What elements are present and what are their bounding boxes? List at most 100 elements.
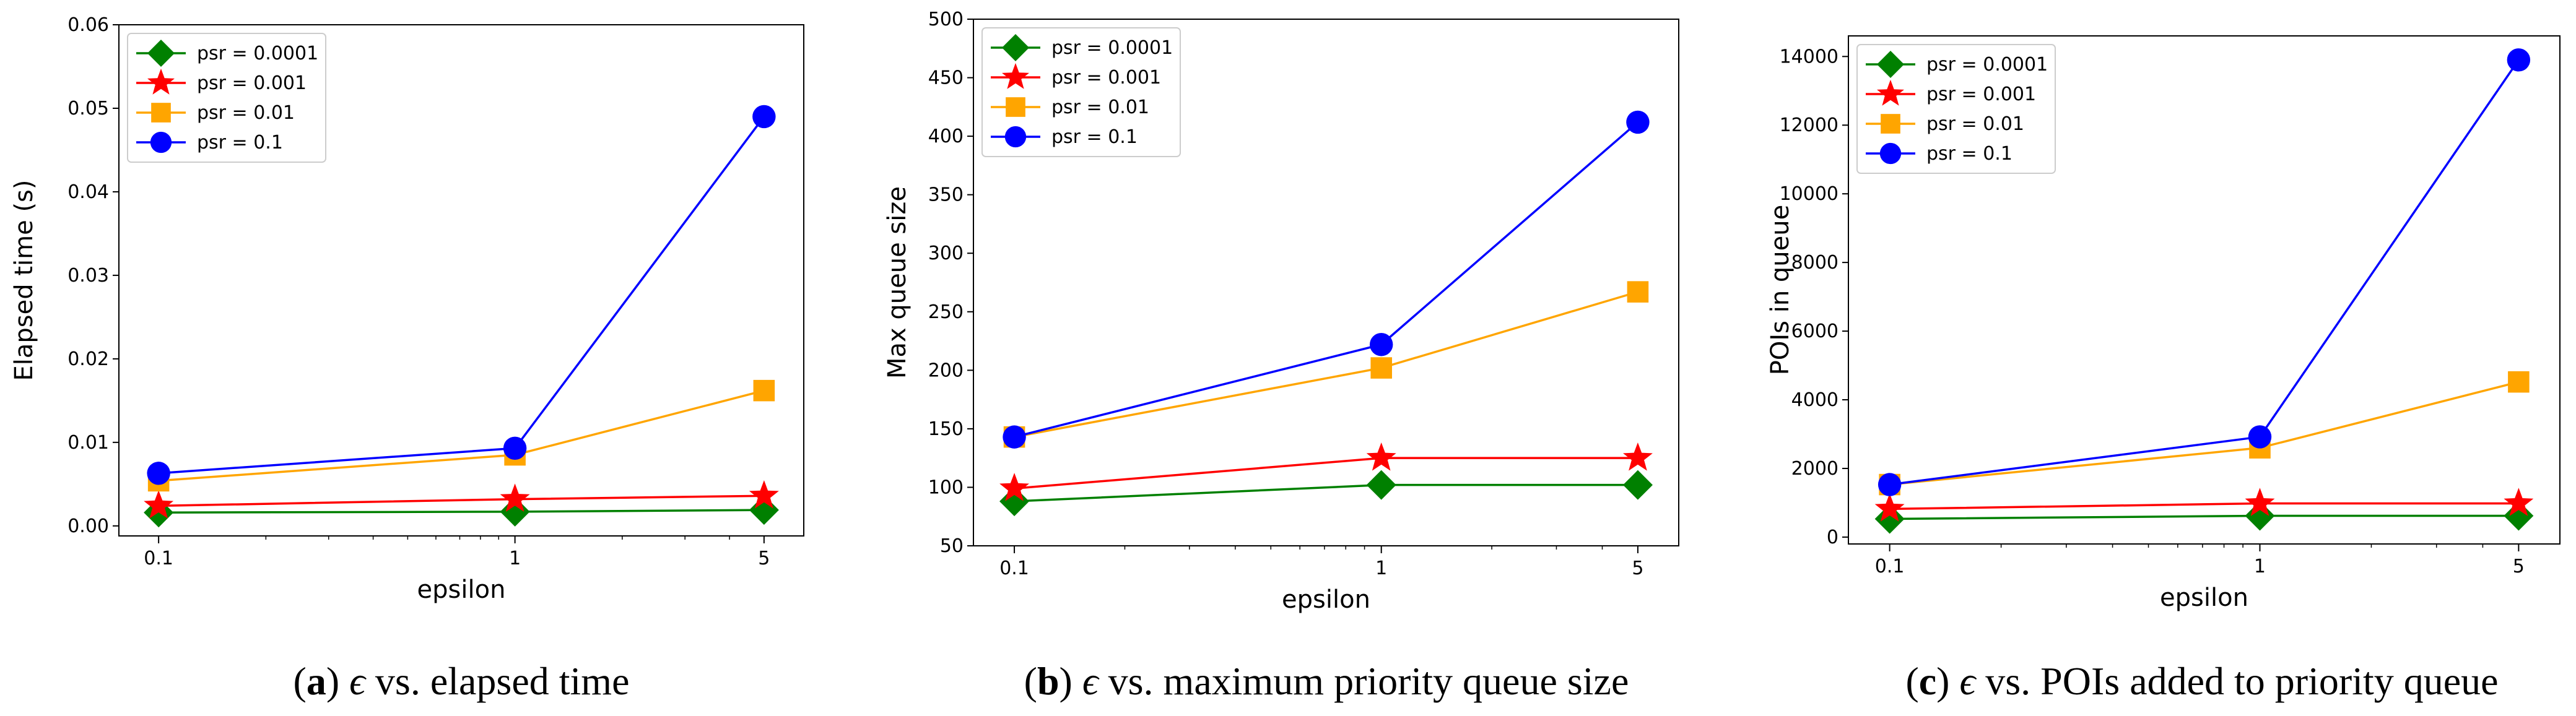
- caption-text: vs. POIs added to priority queue: [1975, 659, 2498, 703]
- data-point: [2507, 48, 2531, 72]
- data-point: [1370, 357, 1392, 379]
- x-tick-label: 5: [758, 548, 770, 569]
- y-axis-label: Elapsed time (s): [10, 180, 38, 381]
- legend-label: psr = 0.1: [1926, 143, 2012, 165]
- y-tick-label: 0.06: [67, 14, 109, 36]
- legend-marker: [1877, 79, 1904, 106]
- x-axis-label: epsilon: [1282, 585, 1370, 614]
- data-point: [999, 486, 1030, 517]
- y-tick-label: 4000: [1791, 389, 1838, 411]
- legend-label: psr = 0.1: [1051, 126, 1138, 148]
- y-tick-label: 150: [928, 418, 964, 440]
- x-tick-label: 5: [2513, 556, 2525, 577]
- data-point: [1366, 470, 1396, 500]
- caption-paren: (: [1905, 659, 1918, 703]
- legend-marker: [1002, 63, 1029, 89]
- legend-label: psr = 0.0001: [1051, 37, 1173, 59]
- x-axis-label: epsilon: [2160, 584, 2248, 612]
- caption-letter: b: [1037, 659, 1060, 703]
- y-axis-label: Max queue size: [883, 186, 912, 379]
- x-axis-label: epsilon: [417, 576, 506, 604]
- x-tick-label: 1: [2254, 556, 2266, 577]
- series-line-2: [1889, 381, 2519, 486]
- legend-label: psr = 0.0001: [197, 43, 318, 64]
- legend-label: psr = 0.01: [197, 102, 295, 124]
- chart-panel-b: 50 100 150 200 250 300 350 400 450 500 0.1 1 5 epsilo…: [883, 9, 1679, 703]
- data-point: [1623, 442, 1653, 471]
- y-tick-label: 500: [928, 9, 964, 30]
- data-point: [147, 462, 170, 485]
- data-point: [2504, 501, 2534, 531]
- plot-frame: [973, 19, 1679, 546]
- x-tick-label: 1: [509, 548, 521, 569]
- y-tick-label: 250: [928, 301, 964, 323]
- caption-symbol: ϵ: [1959, 659, 1977, 703]
- legend-marker: [1004, 126, 1027, 148]
- series-line-1: [1889, 502, 2519, 511]
- y-tick-label: 50: [940, 535, 964, 557]
- legend-box: [127, 33, 326, 163]
- data-point: [1622, 470, 1653, 500]
- caption-text: vs. elapsed time: [365, 659, 630, 703]
- y-axis-label: POIs in queue: [1766, 205, 1795, 375]
- chart-panel-c: 0 2000 4000 6000 8000 10000 12000 14000 0.1 1 5 eps…: [1766, 35, 2561, 703]
- caption-symbol: ϵ: [349, 659, 367, 703]
- caption: (b) ϵ vs. maximum priority queue size: [1024, 659, 1629, 703]
- chart-panel-a: 0.00 0.01 0.02 0.03 0.04 0.05 0.06 0.1 1 5 epsilon…: [10, 14, 804, 703]
- plot-frame: [118, 24, 804, 537]
- caption-letter: a: [307, 659, 326, 703]
- data-point: [500, 496, 530, 527]
- x-tick-label: 5: [1632, 558, 1643, 579]
- y-tick-label: 450: [928, 67, 964, 89]
- data-point: [999, 473, 1029, 501]
- legend-label: psr = 0.01: [1926, 113, 2024, 135]
- data-point: [1878, 473, 1902, 496]
- y-tick-label: 200: [928, 360, 964, 381]
- legend-marker: [1002, 34, 1029, 61]
- y-tick-label: 0.05: [67, 98, 109, 119]
- legend: psr = 0.0001 psr = 0.001 psr = 0.01 psr = 0…: [981, 27, 1181, 157]
- y-tick-label: 300: [928, 243, 964, 264]
- caption-symbol: ϵ: [1082, 659, 1100, 703]
- caption-paren: ): [326, 659, 349, 703]
- legend-marker: [1877, 51, 1904, 78]
- y-tick-label: 6000: [1791, 321, 1838, 342]
- y-tick-label: 400: [928, 126, 964, 147]
- data-point: [503, 436, 527, 460]
- y-tick-label: 100: [928, 477, 964, 498]
- y-tick-label: 10000: [1780, 183, 1838, 205]
- series-line-2: [1014, 290, 1638, 438]
- y-tick-label: 2000: [1791, 458, 1838, 480]
- legend-marker: [150, 131, 172, 153]
- series-line-3: [159, 116, 765, 475]
- data-point: [1874, 493, 1905, 522]
- data-point: [2245, 501, 2275, 531]
- data-point: [749, 480, 779, 509]
- series-line-1: [159, 494, 764, 507]
- legend-label: psr = 0.0001: [1926, 54, 2048, 75]
- legend-label: psr = 0.001: [197, 72, 307, 94]
- caption-text: vs. maximum priority queue size: [1099, 659, 1629, 703]
- data-point: [1626, 110, 1650, 134]
- data-point: [1627, 281, 1649, 303]
- data-point: [2508, 371, 2530, 393]
- caption-paren: ): [1060, 659, 1082, 703]
- legend-marker: [1006, 97, 1025, 117]
- data-point: [752, 105, 776, 129]
- y-tick-label: 0.04: [67, 181, 109, 203]
- legend-label: psr = 0.001: [1926, 84, 2036, 105]
- data-point: [1874, 504, 1905, 534]
- y-tick-label: 0.00: [67, 515, 109, 537]
- caption-paren: (: [1024, 659, 1037, 703]
- data-point: [753, 379, 775, 402]
- data-point: [1366, 442, 1396, 471]
- legend-label: psr = 0.01: [1051, 97, 1149, 118]
- x-tick-label: 0.1: [144, 548, 173, 569]
- y-tick-label: 8000: [1791, 252, 1838, 274]
- data-point: [1003, 425, 1026, 449]
- series-line-3: [1014, 121, 1639, 438]
- y-tick-label: 0: [1827, 527, 1838, 548]
- y-tick-label: 0.01: [67, 432, 109, 454]
- data-point: [2504, 488, 2534, 516]
